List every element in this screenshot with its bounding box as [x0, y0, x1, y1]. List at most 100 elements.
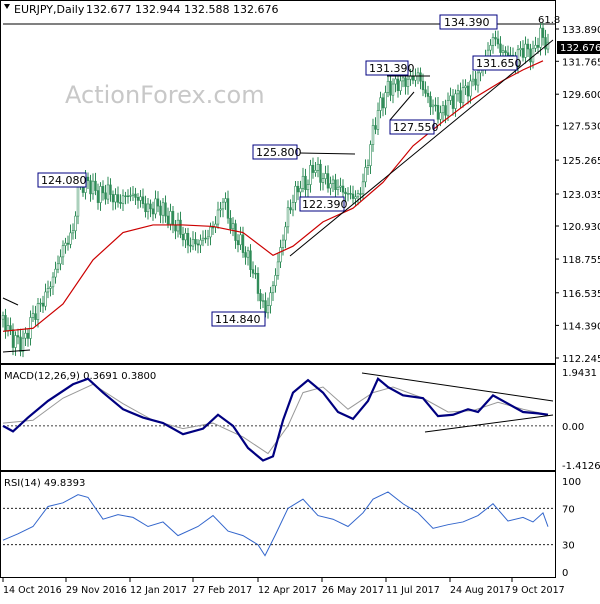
candle-body [159, 205, 162, 216]
macd-tick-label: 1.9431 [562, 368, 597, 379]
annotation-box [472, 55, 518, 71]
rsi-tick-label: 30 [562, 541, 575, 552]
candle-body [294, 185, 297, 203]
annotation-box [389, 119, 435, 135]
candle-body [241, 234, 245, 253]
candle-body [164, 202, 167, 217]
candle-body [204, 237, 207, 240]
x-tick-label: 12 Jan 2017 [130, 585, 187, 596]
candle-body [444, 105, 447, 116]
candle-body [419, 72, 422, 82]
candle-body [1, 315, 5, 320]
candle-body [266, 305, 270, 314]
candle-body [179, 219, 182, 235]
candle-body [274, 275, 277, 287]
last-price-box [557, 41, 600, 54]
price-layer [1, 22, 555, 358]
candle-body [219, 208, 222, 211]
candle-body [386, 80, 390, 93]
candle-body [464, 85, 467, 88]
candle-body [209, 226, 212, 238]
candle-body [189, 244, 192, 247]
candle-body [344, 191, 347, 195]
candle-body [501, 50, 505, 53]
candle-body [351, 193, 355, 199]
candle-body [281, 239, 285, 248]
trendline [289, 39, 554, 257]
candle-body [461, 87, 465, 104]
candle-body [51, 276, 55, 288]
rsi-axis: 100 70 30 0 [562, 477, 581, 579]
moving-average-line [2, 60, 544, 332]
candle-body [171, 211, 175, 226]
candle-body [231, 223, 235, 230]
candle-body [191, 239, 195, 247]
candle-body [429, 96, 432, 108]
candle-body [381, 97, 385, 109]
candle-body [4, 315, 7, 332]
annotation-label: 127.550 [393, 121, 439, 134]
candle-body [31, 313, 35, 318]
candle-body [491, 37, 495, 46]
candle-body [186, 232, 190, 246]
candle-body [334, 179, 337, 190]
candle-body [239, 234, 242, 246]
candle-body [226, 198, 230, 219]
price-header: EURJPY,Daily 132.677 132.944 132.588 132… [4, 3, 278, 16]
candle-body [379, 97, 382, 111]
price-annotations: 134.390 61.8 131.390 131.650 127.550 125… [37, 14, 560, 327]
x-tick-label: 29 Nov 2016 [66, 585, 127, 596]
candle-body [519, 48, 522, 51]
candle-body [374, 125, 377, 130]
price-tick-label: 118.755 [562, 255, 600, 266]
candle-body [376, 110, 380, 130]
candle-body [434, 104, 437, 107]
x-tick-label: 14 Oct 2016 [3, 585, 62, 596]
trendline [361, 372, 554, 402]
annotation-box [37, 172, 87, 188]
candle-body [184, 232, 187, 241]
candle-body [301, 175, 305, 189]
candle-body [321, 178, 325, 183]
candle-body [341, 185, 345, 193]
candle-body [411, 75, 415, 81]
last-price-label: 132.676 [560, 43, 600, 54]
candle-body [534, 44, 537, 49]
candle-body [331, 179, 335, 184]
candle-body [469, 80, 472, 97]
candle-body [339, 185, 342, 188]
price-tick-label: 123.035 [562, 190, 600, 201]
price-tick-label: 112.245 [562, 354, 600, 365]
candle-body [454, 93, 457, 109]
candle-body [396, 78, 400, 92]
annotation-label: 114.840 [215, 313, 261, 326]
candle-body [64, 242, 67, 246]
candle-body [314, 170, 317, 173]
candle-body [259, 293, 262, 302]
candle-body [34, 313, 37, 320]
candle-body [546, 41, 550, 50]
candle-body [9, 325, 12, 330]
candle-body [474, 78, 477, 86]
candle-body [21, 337, 25, 352]
candle-body [101, 186, 105, 194]
x-tick-label: 27 Feb 2017 [193, 585, 252, 596]
candle-body [129, 195, 132, 197]
candle-body [354, 196, 357, 199]
price-panel-frame [0, 0, 556, 364]
candle-body [311, 165, 315, 173]
price-tick-label: 114.390 [562, 321, 600, 332]
candle-body [134, 193, 137, 198]
rsi-title: RSI(14) 49.8393 [4, 478, 85, 489]
candle-body [439, 112, 442, 120]
candle-body [151, 208, 155, 215]
candle-body [206, 236, 210, 240]
fib-label: 61.8 [538, 15, 560, 26]
rsi-line [2, 491, 549, 557]
candle-body [291, 202, 295, 211]
candle-body [289, 207, 292, 211]
rsi-layer [2, 491, 555, 557]
candle-body [401, 77, 405, 82]
candle-body [41, 302, 45, 307]
